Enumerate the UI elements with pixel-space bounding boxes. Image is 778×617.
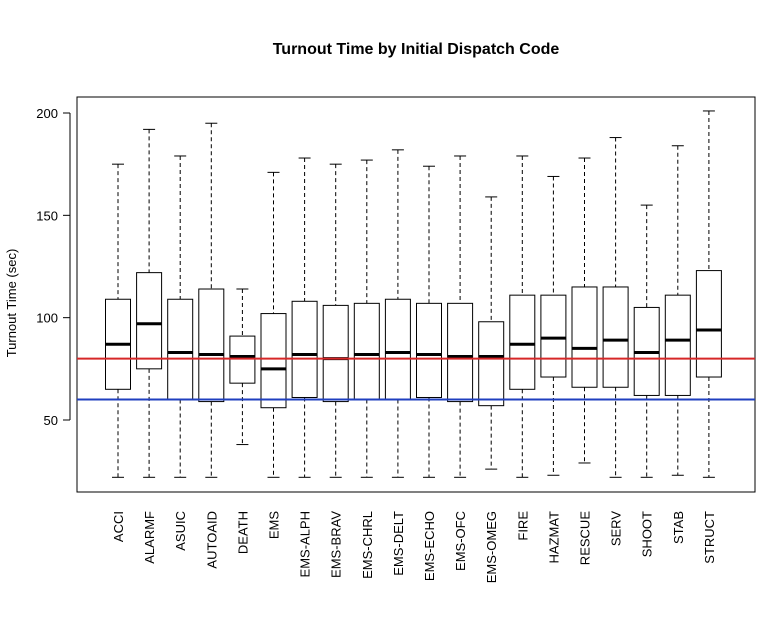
box-ems-chrl xyxy=(353,159,380,478)
box-ems xyxy=(260,171,287,478)
category-label: EMS-BRAV xyxy=(329,511,344,578)
iqr-box xyxy=(571,286,598,388)
category-label: EMS-OFC xyxy=(453,511,468,571)
iqr-box xyxy=(198,288,225,403)
iqr-box xyxy=(509,294,536,390)
category-label: SERV xyxy=(609,511,624,546)
category-label: STAB xyxy=(671,511,686,544)
box-struct xyxy=(695,110,722,478)
iqr-box xyxy=(353,302,380,401)
category-label: EMS-OMEG xyxy=(484,511,499,583)
category-label: EMS-ECHO xyxy=(422,511,437,581)
plot-frame xyxy=(76,96,756,493)
box-ems-echo xyxy=(416,165,442,478)
box-asuic xyxy=(167,155,194,478)
box-ems-brav xyxy=(322,163,349,478)
box-stab xyxy=(664,145,691,476)
box-serv xyxy=(602,137,629,478)
category-label: AUTOAID xyxy=(204,511,219,569)
box-acci xyxy=(105,163,131,478)
iqr-box xyxy=(416,302,442,398)
iqr-box xyxy=(447,302,474,403)
category-label: EMS xyxy=(267,511,282,540)
iqr-box xyxy=(540,294,567,378)
category-label: ACCI xyxy=(111,511,126,542)
category-label: RESCUE xyxy=(578,511,593,566)
box-hazmat xyxy=(540,175,567,476)
iqr-box xyxy=(260,313,287,409)
category-label: FIRE xyxy=(515,511,530,541)
y-axis: 50 100 150 200 xyxy=(36,106,71,428)
box-alarmf xyxy=(136,128,163,478)
box-death xyxy=(229,288,256,446)
box-fire xyxy=(509,155,536,478)
category-label: ALARMF xyxy=(142,511,157,564)
category-label: EMS-DELT xyxy=(391,511,406,576)
y-tick-label: 150 xyxy=(36,208,58,223)
iqr-box xyxy=(602,286,629,388)
category-label: STRUCT xyxy=(702,511,717,564)
box-shoot xyxy=(633,204,660,478)
category-label: HAZMAT xyxy=(546,511,561,564)
category-label: EMS-CHRL xyxy=(360,511,375,579)
category-label: DEATH xyxy=(235,511,250,554)
y-tick-label: 50 xyxy=(44,413,58,428)
reference-lines xyxy=(77,357,755,401)
y-tick-label: 100 xyxy=(36,311,58,326)
category-label: ASUIC xyxy=(173,511,188,551)
box-ems-omeg xyxy=(478,196,505,470)
category-labels: ACCI ALARMF ASUIC AUTOAID DEATH EMS EMS-ALPH EM… xyxy=(111,511,717,584)
iqr-box xyxy=(167,298,194,401)
chart-title: Turnout Time by Initial Dispatch Code xyxy=(273,41,560,58)
iqr-box xyxy=(229,335,256,384)
iqr-box xyxy=(664,294,691,396)
box-ems-delt xyxy=(384,149,411,478)
iqr-box xyxy=(478,321,505,407)
iqr-box xyxy=(322,304,349,403)
box-ems-ofc xyxy=(447,155,474,478)
category-label: EMS-ALPH xyxy=(298,511,313,577)
box-rescue xyxy=(571,157,598,464)
category-label: SHOOT xyxy=(640,511,655,557)
iqr-box xyxy=(136,272,163,370)
y-tick-label: 200 xyxy=(36,106,58,121)
iqr-box xyxy=(695,270,722,378)
iqr-box xyxy=(384,298,411,401)
box-ems-alph xyxy=(291,157,318,478)
boxes xyxy=(105,110,722,478)
y-axis-label: Turnout Time (sec) xyxy=(4,249,19,358)
box-autoaid xyxy=(198,122,225,478)
iqr-box xyxy=(291,300,318,398)
